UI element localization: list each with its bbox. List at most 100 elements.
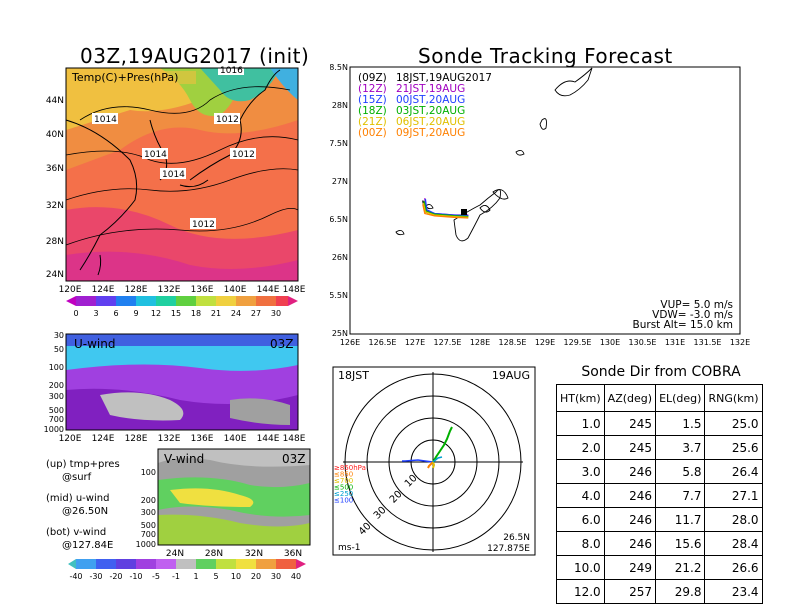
table-row: 4.0 246 7.7 27.1 — [556, 483, 763, 508]
table-cell: 8.0 — [556, 531, 605, 556]
lon-tick: 128E — [470, 338, 490, 347]
polar-unit: ms-1 — [338, 543, 360, 553]
track-line — [423, 201, 469, 218]
hodograph-mid-low — [432, 461, 436, 469]
lon-tick: 140E — [224, 434, 247, 444]
level-tick: 200 — [49, 381, 64, 390]
lat-tick: 27N — [332, 177, 348, 186]
legend-jst: 21JST,19AUG — [396, 83, 465, 95]
table-row: 3.0 246 5.8 26.4 — [556, 459, 763, 484]
pressure-legend-item: ≤250 — [334, 490, 353, 498]
level-tick: 200 — [141, 496, 156, 505]
note-bot: (bot) v-wind — [46, 527, 107, 538]
level-tick: 300 — [141, 508, 156, 517]
level-tick: 50 — [54, 345, 64, 354]
vdw-text: VDW= -3.0 m/s — [652, 309, 733, 321]
table-row: 12.0 257 29.8 23.4 — [556, 579, 763, 604]
colorbar-tick: 3 — [93, 309, 98, 318]
note-mid-level: @26.50N — [62, 506, 109, 517]
legend-jst: 03JST,20AUG — [396, 105, 465, 117]
level-tick: 1000 — [136, 540, 156, 549]
table-cell: 246 — [603, 459, 657, 484]
lat-tick: 24N — [46, 270, 64, 280]
lon-tick: 128.5E — [499, 338, 527, 347]
lon-tick: 126.5E — [369, 338, 397, 347]
legend-utc: (21Z) — [358, 116, 387, 128]
panel-notes: (up) tmp+pres @surf (mid) u-wind @26.50N… — [46, 458, 120, 552]
lat-tick: 32N — [245, 549, 263, 559]
colorbar-tick: 24 — [231, 309, 241, 318]
lon-tick: 132E — [158, 434, 181, 444]
legend-utc: (18Z) — [358, 105, 387, 117]
level-tick: 500 — [141, 521, 156, 530]
pressure-legend-item: ≤700 — [334, 477, 353, 485]
vup-text: VUP= 5.0 m/s — [660, 299, 733, 311]
legend-jst: 06JST,20AUG — [396, 116, 465, 128]
table-cell: 3.7 — [655, 435, 706, 460]
map-label: Temp(C)+Pres(hPa) — [71, 71, 178, 84]
track-series — [422, 198, 469, 219]
lon-tick: 131E — [665, 338, 685, 347]
table-cell: 246 — [603, 531, 657, 556]
note-up-level: @surf — [62, 472, 92, 483]
lon-tick: 132E — [730, 338, 750, 347]
cobra-table: HT(km) AZ(deg) EL(deg) RNG(km) 1.0 245 1.5 25.… — [556, 384, 763, 604]
table-cell: 246 — [603, 483, 657, 508]
init-title: 03Z,19AUG2017 (init) — [80, 44, 310, 68]
level-tick: 300 — [49, 392, 64, 401]
table-cell: 7.7 — [655, 483, 706, 508]
lat-tick: 44N — [46, 96, 64, 106]
track-frame — [349, 66, 741, 335]
wind-tick: -40 — [69, 572, 82, 581]
table-cell: 26.6 — [704, 555, 763, 580]
table-cell: 28.4 — [704, 531, 763, 556]
note-up: (up) tmp+pres — [46, 459, 120, 470]
wind-tick: 30 — [271, 572, 281, 581]
lat-tick: 26.5N — [330, 215, 348, 224]
legend-jst: 00JST,20AUG — [396, 94, 465, 106]
lat-tick: 40N — [46, 130, 64, 140]
table-cell: 249 — [603, 555, 657, 580]
lon-tick: 131.5E — [694, 338, 722, 347]
track-line — [422, 202, 469, 218]
vwind-panel: V-wind 03Z 100 200 300 500 700 1000 24N … — [130, 445, 320, 560]
table-header: RNG(km) — [704, 384, 763, 412]
table-cell: 26.4 — [704, 459, 763, 484]
level-tick: 1000 — [44, 425, 64, 434]
wind-tick: 20 — [251, 572, 261, 581]
lat-tick: 28N — [332, 101, 348, 110]
lat-tick: 28N — [46, 237, 64, 247]
polar-lon: 127.875E — [487, 544, 530, 554]
lat-tick: 27.5N — [330, 139, 348, 148]
colorbar-tick: 6 — [113, 309, 118, 318]
table-cell: 23.4 — [704, 579, 763, 604]
lat-tick: 36N — [284, 549, 302, 559]
lat-tick: 25.5N — [330, 291, 348, 300]
lon-tick: 136E — [191, 434, 214, 444]
legend-utc: (15Z) — [358, 94, 387, 106]
track-map: (09Z) 18JST,19AUG2017 (12Z) 21JST,19AUG (15Z… — [324, 63, 750, 347]
colorbar-tick: 15 — [171, 309, 181, 318]
table-cell: 5.8 — [655, 459, 706, 484]
table-cell: 2.0 — [556, 435, 605, 460]
table-row: 2.0 245 3.7 25.6 — [556, 435, 763, 460]
lat-tick: 24N — [166, 549, 184, 559]
table-cell: 1.0 — [556, 411, 605, 436]
isobar-label: 1012 — [232, 150, 255, 160]
lon-tick: 140E — [224, 285, 247, 295]
wind-tick: 1 — [193, 572, 198, 581]
lon-tick: 120E — [59, 434, 82, 444]
polar-time: 18JST — [338, 369, 369, 382]
uwind-panel: U-wind 03Z 30 50 100 200 300 500 700 100… — [40, 330, 320, 446]
lon-tick: 128E — [125, 285, 148, 295]
table-cell: 28.0 — [704, 507, 763, 532]
legend-jst: 18JST,19AUG2017 — [396, 72, 492, 84]
table-header: EL(deg) — [655, 384, 706, 412]
note-bot-level: @127.84E — [62, 540, 114, 551]
wind-tick: -5 — [152, 572, 160, 581]
lon-tick: 129.5E — [564, 338, 592, 347]
wind-tick: -1 — [172, 572, 180, 581]
wind-tick: 5 — [213, 572, 218, 581]
main-title: Sonde Tracking Forecast — [418, 44, 673, 68]
table-header: AZ(deg) — [603, 384, 657, 412]
